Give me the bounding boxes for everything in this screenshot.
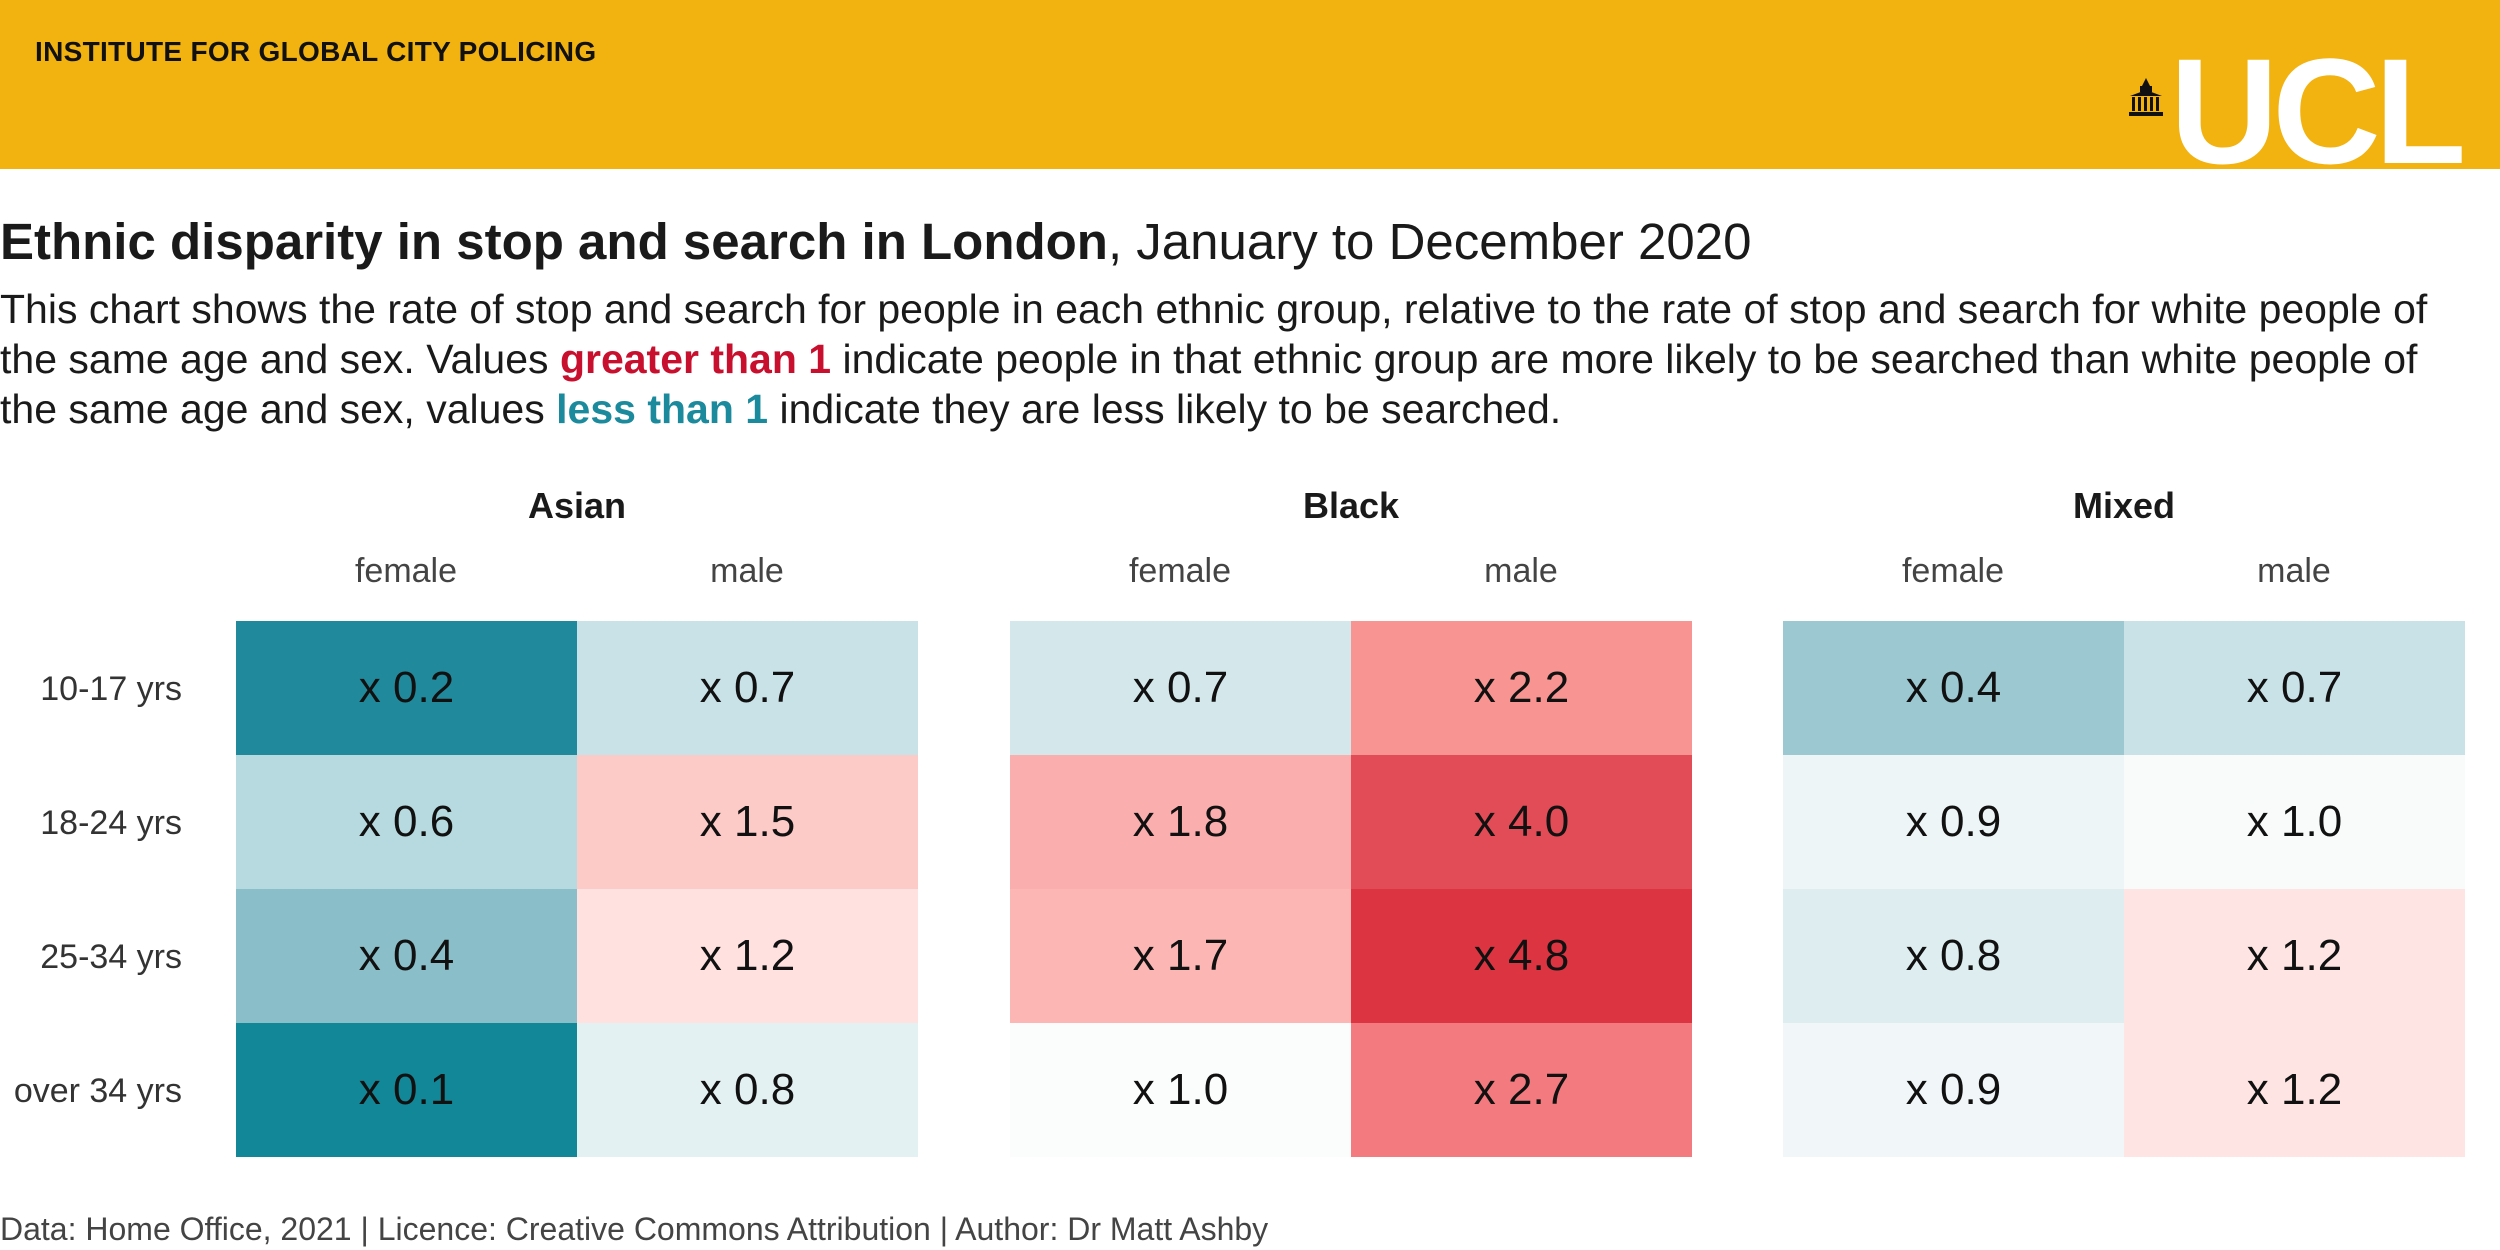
greater-than-1-highlight: greater than 1 (559, 336, 832, 382)
heatmap-cell-black-male-10-17-yrs: x 2.2 (1351, 621, 1692, 755)
column-label-mixed-male: male (2257, 552, 2331, 590)
description-part1: This chart shows the rate of stop and se… (0, 286, 2428, 382)
heatmap-cell-asian-male-over-34-yrs: x 0.8 (577, 1023, 918, 1157)
heatmap-cell-black-male-18-24-yrs: x 4.0 (1351, 755, 1692, 889)
header-banner: INSTITUTE FOR GLOBAL CITY POLICING UCL (0, 0, 2500, 186)
portico-icon (2129, 78, 2163, 116)
row-label-18-24-yrs: 18-24 yrs (40, 804, 182, 842)
heatmap-cell-black-female-10-17-yrs: x 0.7 (1010, 621, 1351, 755)
heatmap-cell-mixed-male-25-34-yrs: x 1.2 (2124, 889, 2465, 1023)
heatmap-cell-mixed-male-10-17-yrs: x 0.7 (2124, 621, 2465, 755)
heatmap-cell-black-female-over-34-yrs: x 1.0 (1010, 1023, 1351, 1157)
heatmap-cell-mixed-female-25-34-yrs: x 0.8 (1783, 889, 2124, 1023)
heatmap-cell-black-female-25-34-yrs: x 1.7 (1010, 889, 1351, 1023)
heatmap-cell-black-female-18-24-yrs: x 1.8 (1010, 755, 1351, 889)
heatmap-cell-asian-female-18-24-yrs: x 0.6 (236, 755, 577, 889)
heatmap-cell-mixed-female-over-34-yrs: x 0.9 (1783, 1023, 2124, 1157)
column-label-black-male: male (1484, 552, 1558, 590)
row-label-25-34-yrs: 25-34 yrs (40, 938, 182, 976)
heatmap-cell-black-male-over-34-yrs: x 2.7 (1351, 1023, 1692, 1157)
column-label-black-female: female (1128, 552, 1232, 590)
description-part3: indicate they are less likely to be sear… (768, 386, 1562, 432)
chart-title-bold: Ethnic disparity in stop and search in L… (0, 213, 1108, 270)
heatmap-cell-asian-male-25-34-yrs: x 1.2 (577, 889, 918, 1023)
heatmap-cell-asian-female-10-17-yrs: x 0.2 (236, 621, 577, 755)
heatmap-cell-black-male-25-34-yrs: x 4.8 (1351, 889, 1692, 1023)
description-part2: indicate people in that ethnic group are… (0, 336, 2418, 432)
institute-name: INSTITUTE FOR GLOBAL CITY POLICING (35, 36, 597, 67)
heatmap-cell-asian-male-18-24-yrs: x 1.5 (577, 755, 918, 889)
panel-title-black: Black (1302, 485, 1400, 526)
heatmap-cell-asian-female-25-34-yrs: x 0.4 (236, 889, 577, 1023)
less-than-1-highlight: less than 1 (556, 386, 769, 432)
ucl-logo: UCL (2170, 27, 2466, 195)
row-label-over-34-yrs: over 34 yrs (13, 1072, 182, 1110)
column-label-asian-female: female (354, 552, 458, 590)
panel-title-asian: Asian (527, 485, 627, 526)
heatmap-cell-mixed-male-over-34-yrs: x 1.2 (2124, 1023, 2465, 1157)
row-label-10-17-yrs: 10-17 yrs (40, 670, 182, 708)
chart-description: This chart shows the rate of stop and se… (0, 284, 2470, 434)
footer-credits: Data: Home Office, 2021 | Licence: Creat… (0, 1211, 1269, 1247)
chart-title-rest: , January to December 2020 (1107, 213, 1752, 270)
column-label-asian-male: male (710, 552, 784, 590)
heatmap-cell-asian-female-over-34-yrs: x 0.1 (236, 1023, 577, 1157)
heatmap-cell-mixed-female-10-17-yrs: x 0.4 (1783, 621, 2124, 755)
heatmap-cell-asian-male-10-17-yrs: x 0.7 (577, 621, 918, 755)
panel-title-mixed: Mixed (2072, 485, 2176, 526)
chart-title: Ethnic disparity in stop and search in L… (0, 212, 1751, 271)
heatmap-cell-mixed-male-18-24-yrs: x 1.0 (2124, 755, 2465, 889)
heatmap-cell-mixed-female-18-24-yrs: x 0.9 (1783, 755, 2124, 889)
column-label-mixed-female: female (1901, 552, 2005, 590)
